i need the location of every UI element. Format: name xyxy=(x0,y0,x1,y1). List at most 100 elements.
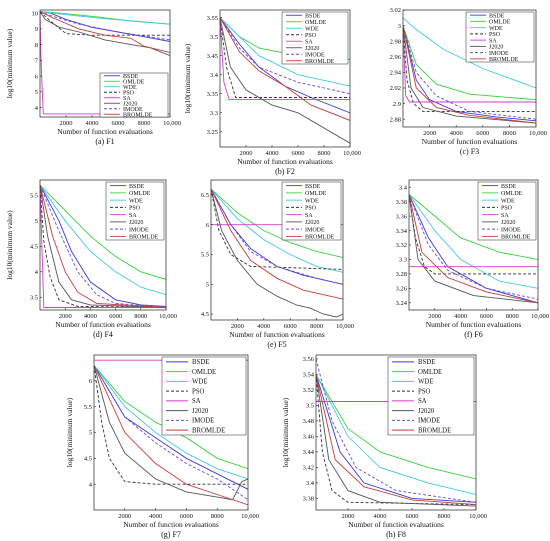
legend-box xyxy=(161,356,247,436)
legend-label-wde: WDE xyxy=(129,198,143,204)
y-tick-label: 3.4 xyxy=(399,184,408,191)
legend-label-wde: WDE xyxy=(501,198,515,204)
y-tick-label: 3.48 xyxy=(303,418,314,425)
chart-caption: (a) F1 xyxy=(95,137,114,146)
chart-2: 2000 4000 6000 8000 10,000 3.25 3.3 3.35 3.4 3.45… xyxy=(183,9,361,176)
series-line-omlde xyxy=(40,184,166,280)
legend-label-sa: SA xyxy=(123,96,131,102)
legend-label-bsde: BSDE xyxy=(123,74,139,80)
legend-label-omlde: OMLDE xyxy=(305,20,327,26)
x-tick-label: 8000 xyxy=(138,120,151,127)
x-tick-label: 6000 xyxy=(109,313,122,320)
series-line-wde xyxy=(403,17,536,89)
y-tick-label: 2.94 xyxy=(390,70,402,77)
x-tick-label: 10,000 xyxy=(469,513,487,520)
legend-label-sa: SA xyxy=(418,398,427,405)
y-tick-label: 3.45 xyxy=(207,53,218,60)
legend-label-bromlde: BROMLDE xyxy=(489,57,519,63)
y-tick-label: 3.26 xyxy=(396,286,408,293)
y-tick-label: 3.02 xyxy=(390,7,401,14)
series-line-bsde xyxy=(403,25,536,122)
series-line-wde xyxy=(409,194,538,289)
x-tick-label: 8000 xyxy=(438,513,451,520)
x-tick-label: 4000 xyxy=(84,313,97,320)
x-tick-label: 2000 xyxy=(59,313,72,320)
y-tick-label: 3.42 xyxy=(303,465,314,472)
legend-label-wde: WDE xyxy=(123,85,137,91)
y-tick-label: 4.5 xyxy=(201,311,209,318)
x-tick-label: 8000 xyxy=(318,150,331,157)
y-tick-label: 2.92 xyxy=(390,85,401,92)
legend-label-imode: IMODE xyxy=(501,227,521,233)
series-line-bromlde xyxy=(316,374,476,506)
series-line-j2020 xyxy=(211,188,343,318)
y-tick-label: 5 xyxy=(89,430,92,437)
series-line-pso xyxy=(94,365,248,485)
legend-label-j2020: J2020 xyxy=(123,101,137,107)
x-axis-label: Number of function evaluations xyxy=(422,137,518,146)
series-line-pso xyxy=(409,194,538,275)
y-tick-label: 6.5 xyxy=(201,192,209,199)
legend-label-omlde: OMLDE xyxy=(489,20,511,26)
x-axis-label: Number of function evaluations xyxy=(426,320,522,329)
legend-label-j2020: J2020 xyxy=(192,408,209,415)
legend-label-pso: PSO xyxy=(418,388,431,395)
series-line-wde xyxy=(316,374,476,495)
legend-label-j2020: J2020 xyxy=(305,46,319,52)
legend-box xyxy=(281,181,342,241)
plot-frame xyxy=(402,9,537,128)
x-tick-label: 8000 xyxy=(211,513,224,520)
chart-4: 2000 4000 6000 8000 10,000 3.5 4 4.5 5 5.5 Number … xyxy=(5,179,177,339)
series-line-bromlde xyxy=(94,365,248,506)
y-tick-label: 4 xyxy=(35,269,39,276)
x-tick-label: 10,000 xyxy=(343,150,361,157)
series-line-imode xyxy=(409,194,538,300)
y-tick-label: 3.5 xyxy=(210,34,218,41)
series-line-sa xyxy=(40,11,170,115)
x-axis-label: Number of function evaluations xyxy=(57,127,153,136)
series-line-pso xyxy=(40,11,170,36)
y-tick-label: 3.24 xyxy=(396,300,408,307)
series-line-wde xyxy=(40,184,166,296)
y-tick-label: 4.5 xyxy=(84,456,92,463)
y-axis-label: log10(minimum value) xyxy=(183,43,192,113)
y-tick-label: 3.35 xyxy=(207,91,218,98)
legend-label-imode: IMODE xyxy=(305,227,325,233)
x-tick-label: 2000 xyxy=(231,323,244,330)
legend-label-pso: PSO xyxy=(123,90,135,96)
series-line-j2020 xyxy=(94,365,248,501)
y-tick-label: 5.5 xyxy=(84,404,92,411)
x-axis-label: Number of function evaluations xyxy=(55,320,151,329)
y-tick-label: 3.54 xyxy=(303,372,315,379)
chart-6: 2000 4000 6000 8000 10,000 3.24 3.26 3.28 3.3 3.3… xyxy=(396,179,549,339)
legend-label-bsde: BSDE xyxy=(192,359,209,366)
x-tick-label: 10,000 xyxy=(241,513,259,520)
legend-box xyxy=(99,72,169,118)
series-line-bromlde xyxy=(40,11,170,53)
legend-label-j2020: J2020 xyxy=(501,220,515,226)
y-tick-label: 2.98 xyxy=(390,38,401,45)
x-tick-label: 4000 xyxy=(149,513,162,520)
x-tick-label: 8000 xyxy=(506,313,519,320)
y-tick-label: 3.38 xyxy=(303,496,314,503)
y-tick-label: 4.5 xyxy=(30,243,38,250)
legend-label-j2020: J2020 xyxy=(489,45,503,51)
y-tick-label: 10 xyxy=(32,10,39,17)
plot-frame xyxy=(39,179,167,311)
legend-label-wde: WDE xyxy=(489,26,503,32)
x-tick-label: 8000 xyxy=(134,313,147,320)
y-tick-label: 3.3 xyxy=(210,110,218,117)
y-tick-label: 3.34 xyxy=(396,228,408,235)
series-line-imode xyxy=(211,188,343,285)
series-line-bromlde xyxy=(211,188,343,300)
legend-box xyxy=(105,181,165,241)
legend-label-imode: IMODE xyxy=(489,51,509,57)
series-line-imode xyxy=(94,365,248,501)
x-tick-label: 6000 xyxy=(284,323,297,330)
legend-label-omlde: OMLDE xyxy=(501,191,523,197)
